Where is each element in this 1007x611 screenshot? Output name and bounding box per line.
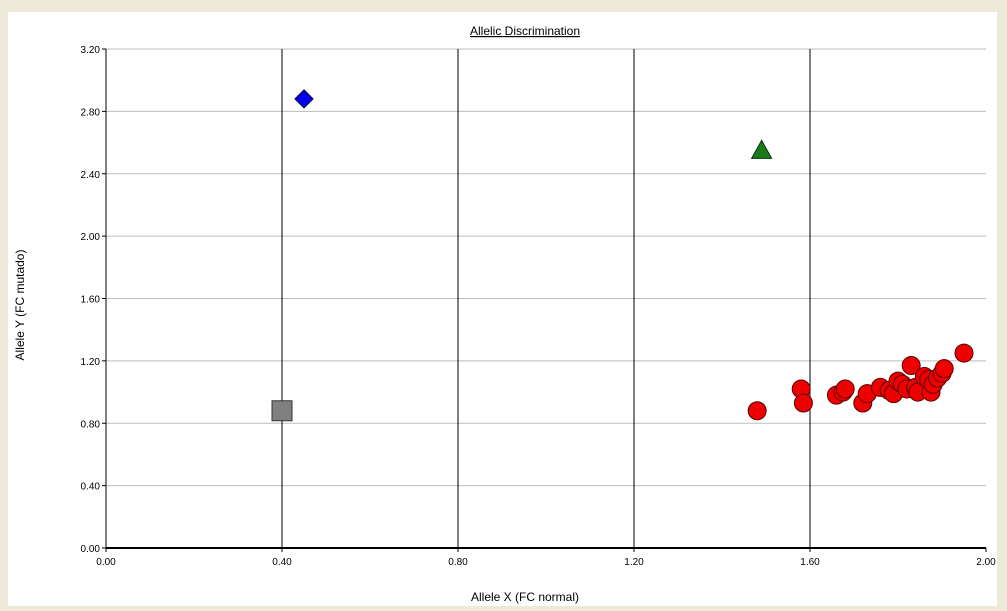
data-point-circle xyxy=(835,379,855,399)
y-tick-label: 2.40 xyxy=(81,170,101,181)
text-layer: Allelic Discrimination Allele X (FC norm… xyxy=(13,24,996,604)
axis-layer xyxy=(102,48,987,552)
x-tick-label: 0.80 xyxy=(448,557,468,568)
y-axis-label: Allele Y (FC mutado) xyxy=(13,250,27,361)
y-tick-label: 0.00 xyxy=(81,544,101,555)
data-point-diamond xyxy=(294,89,314,109)
x-tick-label: 0.00 xyxy=(96,557,116,568)
y-tick-label: 2.00 xyxy=(81,232,101,243)
x-tick-label: 1.60 xyxy=(800,557,820,568)
data-point-square xyxy=(271,400,293,422)
data-point-circle xyxy=(901,356,921,376)
y-tick-label: 1.60 xyxy=(81,295,101,306)
y-tick-label: 0.40 xyxy=(81,482,101,493)
x-tick-label: 0.40 xyxy=(272,557,292,568)
data-point-circle xyxy=(954,343,974,363)
y-tick-label: 1.20 xyxy=(81,357,101,368)
data-point-circle xyxy=(747,401,767,421)
data-point-circle xyxy=(793,393,813,413)
y-tick-label: 0.80 xyxy=(81,419,101,430)
y-tick-label: 2.80 xyxy=(81,107,101,118)
x-tick-label: 1.20 xyxy=(624,557,644,568)
x-axis-label: Allele X (FC normal) xyxy=(471,590,579,604)
y-tick-label: 3.20 xyxy=(81,45,101,56)
points-layer xyxy=(271,89,974,422)
grid-layer xyxy=(106,48,986,548)
data-point-circle xyxy=(934,359,954,379)
chart-title: Allelic Discrimination xyxy=(470,24,580,38)
x-tick-label: 2.00 xyxy=(976,557,996,568)
data-point-triangle xyxy=(750,139,773,159)
